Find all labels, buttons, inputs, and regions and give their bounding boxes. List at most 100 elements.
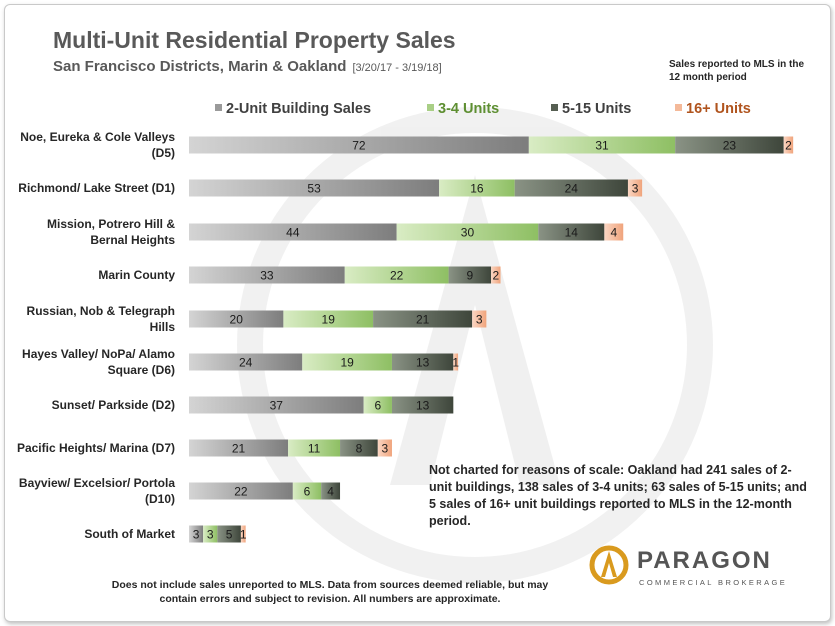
- legend-swatch-five-fifteen: [551, 104, 558, 111]
- bar-segment-two-unit: [189, 136, 529, 154]
- bar-segment-three-four: [528, 136, 676, 154]
- category-label: (D5): [152, 146, 175, 160]
- bar-value-label: 22: [234, 485, 248, 499]
- bar-segment-two-unit: [189, 266, 345, 284]
- bar-segment-five-fifteen: [391, 396, 454, 414]
- bar-segment-two-unit: [189, 353, 303, 371]
- category-label: South of Market: [84, 527, 175, 541]
- bar-value-label: 22: [390, 269, 404, 283]
- bar-segment-five-fifteen: [675, 136, 784, 154]
- bar-value-label: 1: [452, 356, 459, 370]
- legend-label-five-fifteen: 5-15 Units: [562, 101, 631, 117]
- legend-swatch-two-unit: [215, 104, 222, 111]
- category-label: Mission, Potrero Hill &: [47, 217, 175, 231]
- category-label: Bayview/ Excelsior/ Portola: [19, 476, 175, 490]
- category-label: (D10): [145, 492, 175, 506]
- subtitle-text: San Francisco Districts, Marin & Oakland: [53, 58, 347, 75]
- bar-segment-two-unit: [189, 525, 204, 543]
- bar-value-label: 33: [260, 269, 274, 283]
- bar-value-label: 44: [286, 226, 300, 240]
- bar-segment-three-four: [439, 179, 515, 197]
- bar-value-label: 11: [308, 442, 321, 456]
- bar-segment-three-four: [288, 439, 341, 457]
- bar-segment-three-four: [292, 482, 322, 500]
- bar-segment-two-unit: [189, 223, 397, 241]
- bar-value-label: 20: [230, 313, 244, 327]
- bar-value-label: 24: [565, 182, 579, 196]
- bar-value-label: 8: [356, 442, 363, 456]
- category-label: Marin County: [98, 268, 175, 282]
- bar-value-label: 23: [723, 139, 737, 153]
- bar-value-label: 21: [232, 442, 246, 456]
- legend: 2-Unit Building Sales 3-4 Units 5-15 Units…: [215, 101, 751, 117]
- bar-value-label: 53: [307, 182, 321, 196]
- chart-subtitle: San Francisco Districts, Marin & Oakland…: [53, 58, 442, 75]
- category-label: Richmond/ Lake Street (D1): [18, 181, 175, 195]
- category-label: Russian, Nob & Telegraph: [27, 304, 175, 318]
- bar-value-label: 9: [466, 269, 473, 283]
- date-range: [3/20/17 - 3/19/18]: [352, 62, 442, 74]
- bar-value-label: 5: [226, 528, 233, 542]
- stacked-bar-chart: 2-Unit Building Sales 3-4 Units 5-15 Units…: [17, 101, 794, 583]
- bar-value-label: 3: [632, 182, 639, 196]
- bar-segment-five-fifteen: [373, 310, 473, 328]
- legend-swatch-three-four: [427, 104, 434, 111]
- bar-segment-sixteen-plus: [240, 525, 246, 543]
- oakland-scale-note: Not charted for reasons of scale: Oaklan…: [429, 462, 809, 530]
- bar-segment-five-fifteen: [217, 525, 241, 543]
- bar-segment-sixteen-plus: [627, 179, 643, 197]
- paragon-brand: PARAGON COMMERCIAL BROKERAGE: [589, 545, 789, 595]
- bar-value-label: 6: [304, 485, 311, 499]
- disclaimer-footer: Does not include sales unreported to MLS…: [111, 579, 549, 605]
- bar-value-label: 6: [374, 399, 381, 413]
- bar-value-label: 16: [470, 182, 484, 196]
- bar-value-label: 4: [327, 485, 334, 499]
- bar-value-label: 3: [382, 442, 389, 456]
- brand-name: PARAGON: [637, 547, 772, 574]
- paragon-logo-icon: [589, 545, 629, 585]
- mls-period-note: Sales reported to MLS in the 12 month pe…: [669, 59, 805, 83]
- bar-value-label: 1: [240, 528, 247, 542]
- category-labels: Noe, Eureka & Cole Valleys (D5) Richmond/ …: [17, 130, 175, 541]
- bar-value-label: 19: [340, 356, 354, 370]
- bar-segment-five-fifteen: [538, 223, 605, 241]
- category-label: Bernal Heights: [90, 233, 175, 247]
- bar-segment-sixteen-plus: [604, 223, 624, 241]
- category-label: Square (D6): [108, 363, 175, 377]
- bar-segment-two-unit: [189, 439, 289, 457]
- chart-frame: Multi-Unit Residential Property Sales Sa…: [4, 4, 831, 622]
- scale-note-lead: Not charted for reasons of scale:: [429, 463, 628, 477]
- chart-title: Multi-Unit Residential Property Sales: [53, 27, 456, 53]
- category-label: Sunset/ Parkside (D2): [52, 398, 175, 412]
- bar-segment-sixteen-plus: [783, 136, 794, 154]
- bar-segment-five-fifteen: [391, 353, 454, 371]
- legend-swatch-sixteen-plus: [675, 104, 682, 111]
- bars: 72 31 23 253 16 24 344 30 14 433 22 9 220 19 21 324 19 13…: [189, 136, 794, 543]
- bar-segment-five-fifteen: [514, 179, 628, 197]
- bar-value-label: 19: [322, 313, 336, 327]
- bar-segment-two-unit: [189, 482, 293, 500]
- bar-segment-three-four: [363, 396, 392, 414]
- bar-segment-sixteen-plus: [453, 353, 459, 371]
- bar-segment-five-fifteen: [321, 482, 341, 500]
- bar-value-label: 13: [416, 356, 430, 370]
- category-label: Hills: [150, 320, 176, 334]
- bar-segment-three-four: [344, 266, 449, 284]
- bar-value-label: 13: [416, 399, 430, 413]
- bar-value-label: 14: [565, 226, 579, 240]
- bar-segment-two-unit: [189, 396, 364, 414]
- legend-label-sixteen-plus: 16+ Units: [686, 101, 751, 117]
- bar-segment-sixteen-plus: [472, 310, 487, 328]
- bar-value-label: 30: [461, 226, 475, 240]
- legend-label-two-unit: 2-Unit Building Sales: [226, 101, 371, 117]
- bar-value-label: 2: [785, 139, 792, 153]
- scale-note-rest: had 241 sales of 2-unit buildings, 138 s…: [429, 463, 807, 528]
- bar-value-label: 2: [492, 269, 499, 283]
- bar-value-label: 4: [610, 226, 617, 240]
- category-label: Noe, Eureka & Cole Valleys: [20, 130, 175, 144]
- bar-value-label: 72: [352, 139, 366, 153]
- category-label: Pacific Heights/ Marina (D7): [17, 441, 175, 455]
- bar-segment-three-four: [302, 353, 392, 371]
- bar-value-label: 37: [270, 399, 284, 413]
- bar-segment-two-unit: [189, 179, 440, 197]
